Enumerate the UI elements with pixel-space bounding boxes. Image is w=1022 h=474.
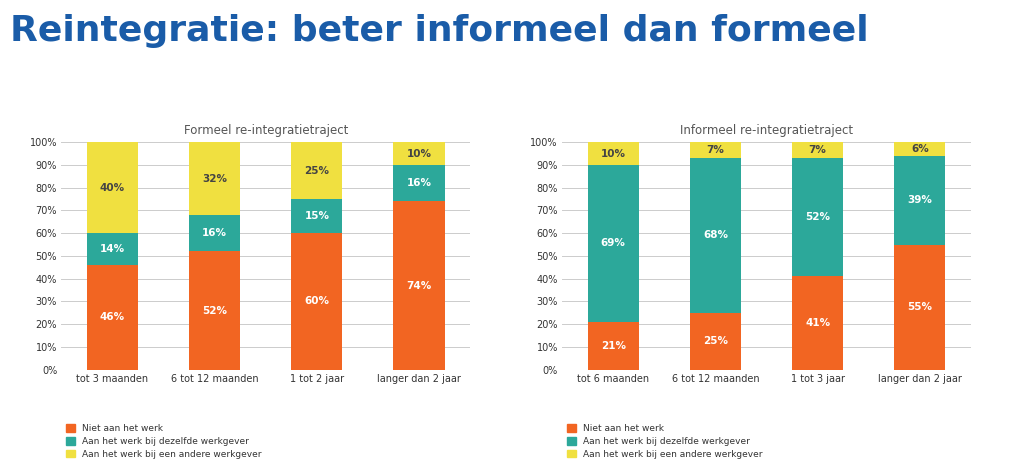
Bar — [291, 142, 342, 199]
Text: 52%: 52% — [202, 306, 227, 316]
Text: 21%: 21% — [601, 341, 625, 351]
Text: 15%: 15% — [305, 211, 329, 221]
Text: 10%: 10% — [601, 148, 625, 159]
Bar — [189, 251, 240, 370]
Bar — [588, 142, 639, 165]
Bar — [792, 158, 843, 276]
Bar — [690, 158, 741, 313]
Bar — [894, 156, 945, 245]
Legend: Niet aan het werk, Aan het werk bij dezelfde werkgever, Aan het werk bij een and: Niet aan het werk, Aan het werk bij deze… — [566, 424, 762, 458]
Bar — [87, 265, 138, 370]
Text: 25%: 25% — [703, 336, 728, 346]
Bar — [690, 313, 741, 370]
Text: 55%: 55% — [908, 302, 932, 312]
Legend: Niet aan het werk, Aan het werk bij dezelfde werkgever, Aan het werk bij een and: Niet aan het werk, Aan het werk bij deze… — [65, 424, 262, 458]
Text: 68%: 68% — [703, 230, 728, 240]
Text: 52%: 52% — [805, 212, 830, 222]
Bar — [189, 215, 240, 251]
Text: 25%: 25% — [305, 165, 329, 176]
Bar — [393, 201, 445, 370]
Text: 41%: 41% — [805, 318, 830, 328]
Text: 32%: 32% — [202, 173, 227, 183]
Bar — [588, 165, 639, 322]
Bar — [291, 199, 342, 233]
Bar — [690, 142, 741, 158]
Text: 40%: 40% — [100, 182, 125, 193]
Bar — [291, 233, 342, 370]
Text: 69%: 69% — [601, 238, 625, 248]
Text: 74%: 74% — [407, 281, 431, 291]
Bar — [792, 276, 843, 370]
Bar — [588, 322, 639, 370]
Bar — [87, 233, 138, 265]
Bar — [792, 142, 843, 158]
Text: 7%: 7% — [808, 145, 827, 155]
Text: 16%: 16% — [407, 178, 431, 188]
Bar — [894, 142, 945, 156]
Text: 39%: 39% — [908, 195, 932, 205]
Title: Formeel re-integratietraject: Formeel re-integratietraject — [184, 124, 347, 137]
Bar — [393, 165, 445, 201]
Bar — [87, 142, 138, 233]
Text: 7%: 7% — [706, 145, 725, 155]
Text: 46%: 46% — [100, 312, 125, 322]
Text: Reintegratie: beter informeel dan formeel: Reintegratie: beter informeel dan formee… — [10, 14, 869, 48]
Bar — [189, 142, 240, 215]
Bar — [393, 142, 445, 165]
Text: 6%: 6% — [911, 144, 929, 154]
Text: 16%: 16% — [202, 228, 227, 238]
Bar — [894, 245, 945, 370]
Title: Informeel re-integratietraject: Informeel re-integratietraject — [680, 124, 853, 137]
Text: 14%: 14% — [100, 244, 125, 254]
Text: 60%: 60% — [305, 296, 329, 307]
Text: 10%: 10% — [407, 148, 431, 159]
